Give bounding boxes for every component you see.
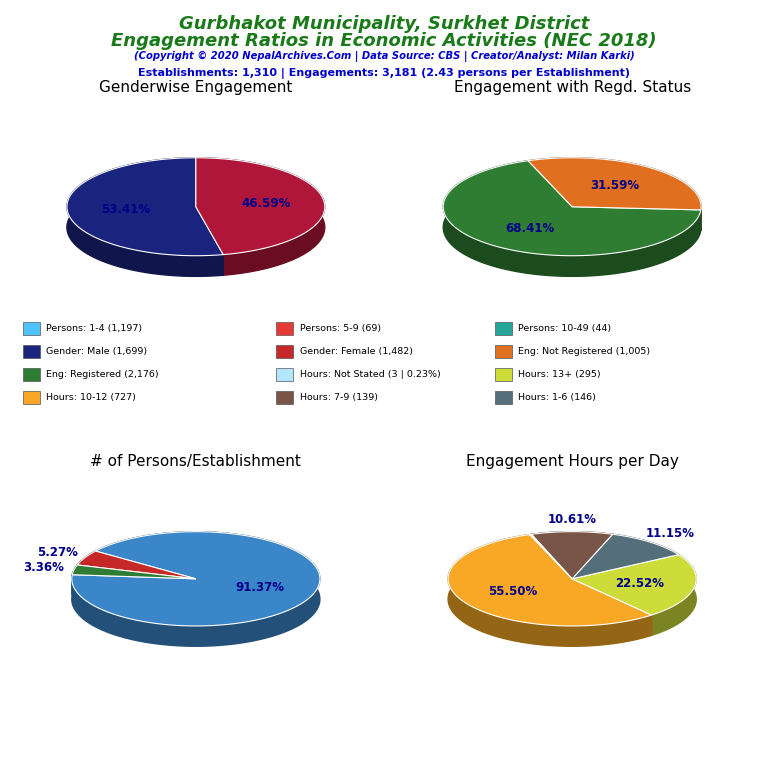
Polygon shape bbox=[531, 535, 572, 599]
Text: Eng: Not Registered (1,005): Eng: Not Registered (1,005) bbox=[518, 347, 650, 356]
Text: Hours: 1-6 (146): Hours: 1-6 (146) bbox=[518, 393, 596, 402]
Polygon shape bbox=[72, 531, 320, 626]
Text: Persons: 10-49 (44): Persons: 10-49 (44) bbox=[518, 324, 611, 333]
Polygon shape bbox=[95, 551, 196, 599]
Polygon shape bbox=[572, 207, 701, 230]
Text: Gender: Male (1,699): Gender: Male (1,699) bbox=[46, 347, 147, 356]
Polygon shape bbox=[196, 157, 325, 255]
Polygon shape bbox=[95, 551, 196, 599]
Polygon shape bbox=[528, 157, 701, 230]
Polygon shape bbox=[651, 554, 697, 635]
Polygon shape bbox=[572, 554, 679, 599]
Text: 91.37%: 91.37% bbox=[235, 581, 284, 594]
Text: Engagement Ratios in Economic Activities (NEC 2018): Engagement Ratios in Economic Activities… bbox=[111, 32, 657, 50]
Title: # of Persons/Establishment: # of Persons/Establishment bbox=[91, 454, 301, 469]
Polygon shape bbox=[78, 565, 196, 599]
Polygon shape bbox=[530, 535, 531, 554]
Text: Gender: Female (1,482): Gender: Female (1,482) bbox=[300, 347, 412, 356]
Text: 10.61%: 10.61% bbox=[548, 513, 597, 526]
Polygon shape bbox=[67, 157, 223, 276]
Text: Persons: 1-4 (1,197): Persons: 1-4 (1,197) bbox=[46, 324, 142, 333]
Text: Establishments: 1,310 | Engagements: 3,181 (2.43 persons per Establishment): Establishments: 1,310 | Engagements: 3,1… bbox=[138, 68, 630, 78]
Polygon shape bbox=[78, 551, 95, 585]
Polygon shape bbox=[613, 535, 679, 575]
Text: Hours: 7-9 (139): Hours: 7-9 (139) bbox=[300, 393, 378, 402]
Polygon shape bbox=[528, 157, 701, 210]
Polygon shape bbox=[72, 574, 196, 599]
Polygon shape bbox=[196, 207, 223, 275]
Polygon shape bbox=[572, 579, 651, 635]
Polygon shape bbox=[443, 161, 701, 276]
Polygon shape bbox=[72, 565, 78, 595]
Title: Genderwise Engagement: Genderwise Engagement bbox=[99, 80, 293, 94]
Polygon shape bbox=[531, 535, 572, 599]
Polygon shape bbox=[528, 161, 572, 227]
Polygon shape bbox=[572, 207, 701, 230]
Text: Persons: 5-9 (69): Persons: 5-9 (69) bbox=[300, 324, 381, 333]
Text: Hours: Not Stated (3 | 0.23%): Hours: Not Stated (3 | 0.23%) bbox=[300, 370, 440, 379]
Title: Engagement Hours per Day: Engagement Hours per Day bbox=[465, 454, 679, 469]
Text: 46.59%: 46.59% bbox=[242, 197, 291, 210]
Text: 11.15%: 11.15% bbox=[645, 527, 694, 540]
Polygon shape bbox=[572, 535, 613, 599]
Polygon shape bbox=[67, 157, 223, 256]
Text: 55.50%: 55.50% bbox=[488, 585, 538, 598]
Polygon shape bbox=[530, 535, 572, 599]
Polygon shape bbox=[572, 535, 679, 579]
Polygon shape bbox=[531, 531, 613, 554]
Polygon shape bbox=[443, 161, 701, 256]
Polygon shape bbox=[72, 531, 320, 646]
Polygon shape bbox=[448, 535, 651, 646]
Polygon shape bbox=[78, 551, 196, 579]
Polygon shape bbox=[530, 535, 572, 579]
Polygon shape bbox=[531, 531, 613, 579]
Polygon shape bbox=[572, 554, 697, 615]
Text: (Copyright © 2020 NepalArchives.Com | Data Source: CBS | Creator/Analyst: Milan : (Copyright © 2020 NepalArchives.Com | Da… bbox=[134, 51, 634, 61]
Polygon shape bbox=[196, 207, 223, 275]
Polygon shape bbox=[572, 535, 613, 599]
Polygon shape bbox=[530, 535, 572, 599]
Text: Eng: Registered (2,176): Eng: Registered (2,176) bbox=[46, 370, 159, 379]
Polygon shape bbox=[72, 565, 196, 579]
Text: Hours: 13+ (295): Hours: 13+ (295) bbox=[518, 370, 601, 379]
Title: Engagement with Regd. Status: Engagement with Regd. Status bbox=[454, 80, 690, 94]
Text: Hours: 10-12 (727): Hours: 10-12 (727) bbox=[46, 393, 136, 402]
Text: 53.41%: 53.41% bbox=[101, 203, 150, 216]
Text: 3.36%: 3.36% bbox=[23, 561, 64, 574]
Text: Gurbhakot Municipality, Surkhet District: Gurbhakot Municipality, Surkhet District bbox=[179, 15, 589, 33]
Polygon shape bbox=[572, 554, 679, 599]
Text: 31.59%: 31.59% bbox=[590, 179, 639, 192]
Polygon shape bbox=[528, 161, 572, 227]
Polygon shape bbox=[448, 535, 651, 626]
Polygon shape bbox=[572, 579, 651, 635]
Polygon shape bbox=[196, 157, 325, 275]
Polygon shape bbox=[78, 565, 196, 599]
Polygon shape bbox=[72, 574, 196, 599]
Text: 22.52%: 22.52% bbox=[615, 577, 664, 590]
Text: 68.41%: 68.41% bbox=[505, 222, 554, 235]
Text: 5.27%: 5.27% bbox=[37, 546, 78, 559]
